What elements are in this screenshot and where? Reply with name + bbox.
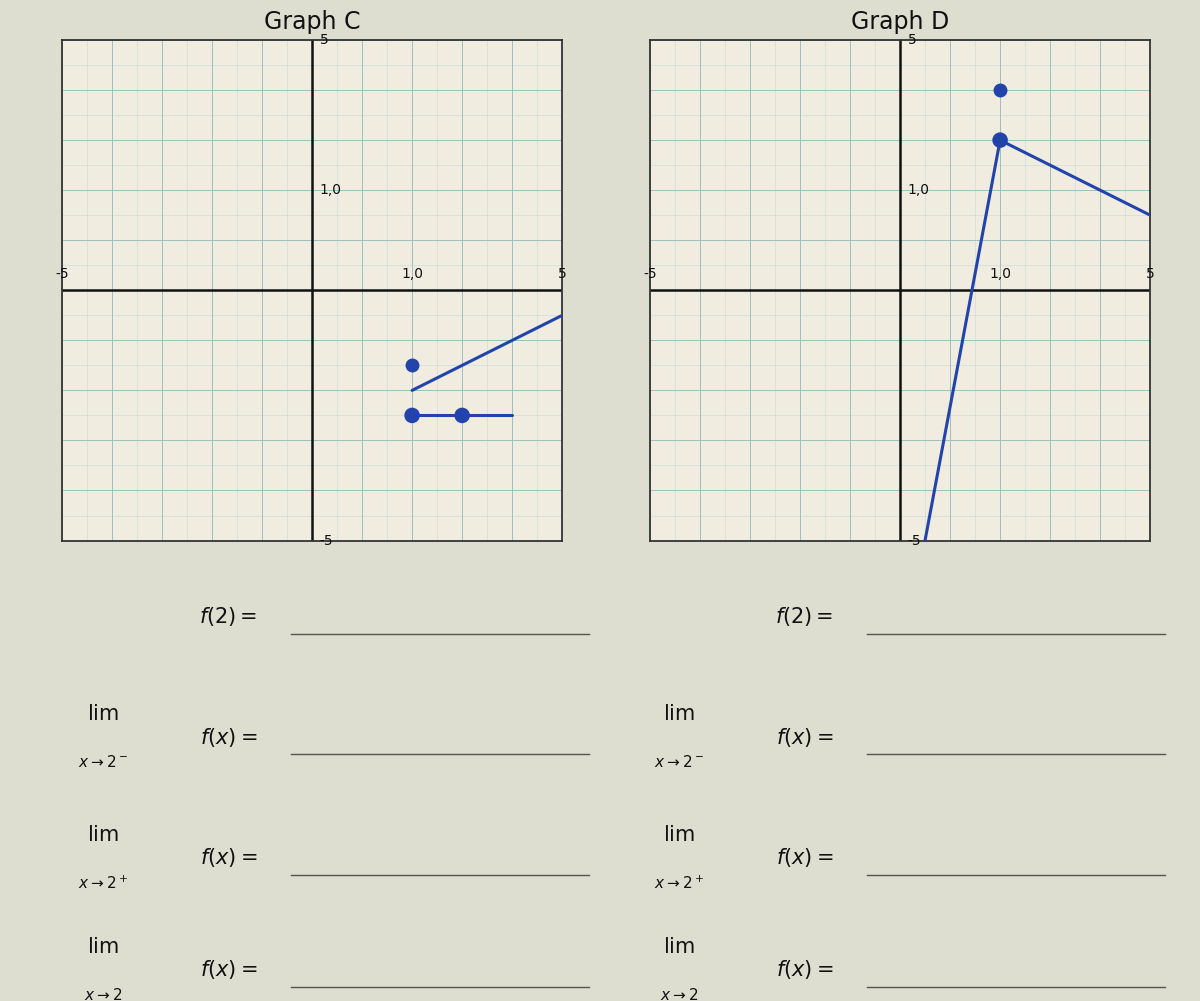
Text: 1,0: 1,0	[989, 267, 1012, 281]
Text: $f(x) =$: $f(x) =$	[776, 726, 834, 749]
Text: $x\rightarrow2^+$: $x\rightarrow2^+$	[78, 875, 128, 892]
Text: $x\rightarrow2$: $x\rightarrow2$	[660, 987, 698, 1001]
Text: -5: -5	[319, 534, 334, 548]
Text: $\lim$: $\lim$	[664, 825, 695, 845]
Text: 5: 5	[907, 33, 917, 47]
Text: $f(x) =$: $f(x) =$	[200, 846, 258, 869]
Text: 5: 5	[1146, 267, 1154, 281]
Text: $\lim$: $\lim$	[88, 937, 119, 957]
Text: $\lim$: $\lim$	[664, 704, 695, 724]
Text: $f(2) =$: $f(2) =$	[199, 605, 258, 628]
Text: $x\rightarrow2^-$: $x\rightarrow2^-$	[78, 755, 128, 770]
Text: $x\rightarrow2^-$: $x\rightarrow2^-$	[654, 755, 704, 770]
Text: -5: -5	[907, 534, 922, 548]
Text: $\lim$: $\lim$	[664, 937, 695, 957]
Text: $\lim$: $\lim$	[88, 704, 119, 724]
Text: $f(x) =$: $f(x) =$	[200, 958, 258, 981]
Text: $f(x) =$: $f(x) =$	[200, 726, 258, 749]
Text: $x\rightarrow2$: $x\rightarrow2$	[84, 987, 122, 1001]
Circle shape	[994, 134, 1007, 146]
Text: $x\rightarrow2^+$: $x\rightarrow2^+$	[654, 875, 704, 892]
Text: $f(2) =$: $f(2) =$	[775, 605, 834, 628]
Title: Graph D: Graph D	[851, 10, 949, 34]
Text: 1,0: 1,0	[401, 267, 424, 281]
Text: -5: -5	[643, 267, 656, 281]
Circle shape	[406, 408, 419, 421]
Text: $\lim$: $\lim$	[88, 825, 119, 845]
Text: 5: 5	[558, 267, 566, 281]
Text: 1,0: 1,0	[319, 183, 342, 197]
Title: Graph C: Graph C	[264, 10, 360, 34]
Text: 1,0: 1,0	[907, 183, 930, 197]
Text: $f(x) =$: $f(x) =$	[776, 958, 834, 981]
Text: 5: 5	[319, 33, 329, 47]
Text: -5: -5	[55, 267, 68, 281]
Text: $f(x) =$: $f(x) =$	[776, 846, 834, 869]
Circle shape	[456, 408, 469, 421]
